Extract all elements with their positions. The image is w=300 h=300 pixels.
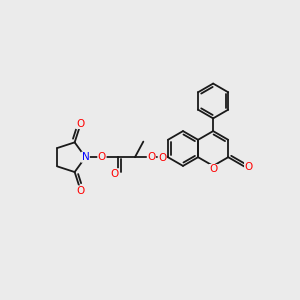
Text: O: O	[147, 152, 156, 162]
Text: O: O	[110, 169, 119, 179]
Text: O: O	[98, 152, 106, 162]
Text: O: O	[158, 153, 166, 163]
Text: O: O	[244, 162, 253, 172]
Text: N: N	[82, 152, 89, 162]
Text: O: O	[76, 118, 85, 128]
Text: O: O	[76, 186, 85, 196]
Text: O: O	[209, 164, 217, 175]
